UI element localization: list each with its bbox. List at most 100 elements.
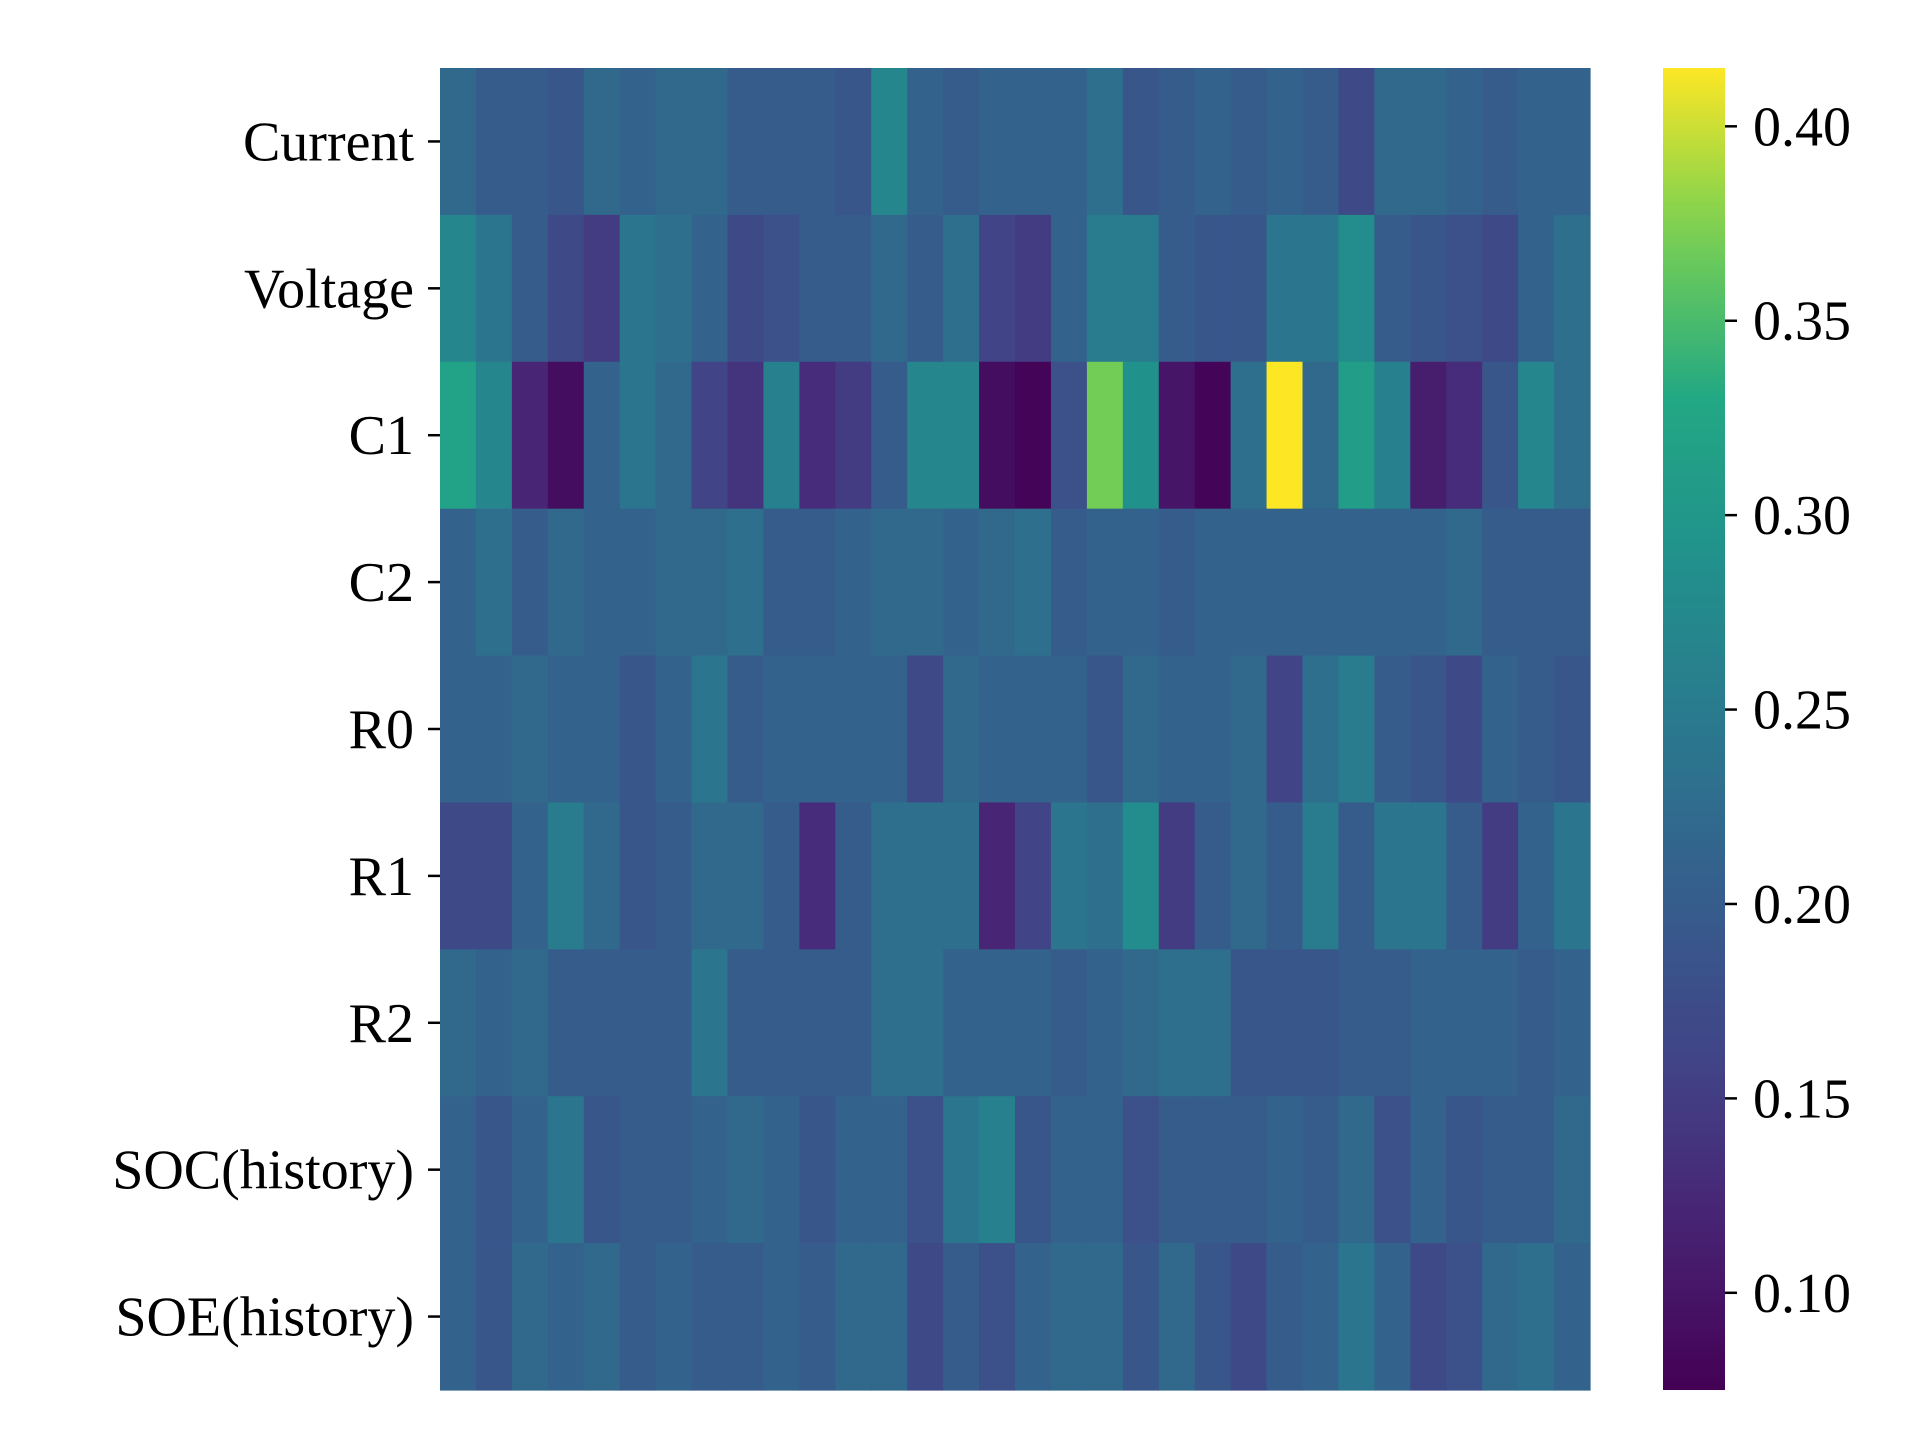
heatmap-cell xyxy=(1194,214,1232,363)
heatmap-cell xyxy=(1410,1243,1447,1391)
heatmap-cell xyxy=(799,655,836,804)
heatmap-cell xyxy=(547,655,585,804)
heatmap-cell xyxy=(691,508,729,657)
heatmap-cell xyxy=(1194,802,1232,950)
heatmap-cell xyxy=(547,508,585,657)
heatmap-cell xyxy=(691,949,729,1097)
heatmap-cell xyxy=(727,1096,765,1244)
heatmap-cell xyxy=(583,1243,621,1391)
heatmap-cell xyxy=(763,214,800,363)
heatmap-cell xyxy=(979,655,1016,804)
heatmap-cell xyxy=(1482,214,1519,363)
heatmap-cell xyxy=(1015,1243,1052,1391)
heatmap-cell xyxy=(440,949,477,1097)
heatmap-cell xyxy=(691,1096,729,1244)
heatmap-cell xyxy=(1446,508,1483,657)
heatmap-cell xyxy=(1015,655,1052,804)
heatmap-cell xyxy=(943,508,980,657)
heatmap-cell xyxy=(799,214,836,363)
row-label: R1 xyxy=(349,846,414,908)
heatmap-cell xyxy=(1122,214,1160,363)
heatmap-cell xyxy=(440,802,477,950)
heatmap-cell xyxy=(979,214,1016,363)
heatmap-cell xyxy=(1266,655,1304,804)
heatmap-cell xyxy=(943,1243,980,1391)
heatmap-cell xyxy=(1050,1096,1088,1244)
heatmap-cell xyxy=(835,802,872,950)
heatmap-cell xyxy=(1050,68,1088,216)
heatmap-cell xyxy=(1518,1096,1555,1244)
row-label: SOC(history) xyxy=(112,1140,414,1202)
heatmap-cell xyxy=(1122,508,1160,657)
heatmap-cell xyxy=(1338,802,1375,950)
heatmap-cell xyxy=(871,508,908,657)
heatmap-cell xyxy=(655,949,693,1097)
heatmap-cell xyxy=(1158,802,1196,950)
heatmap-cell xyxy=(1302,1243,1340,1391)
heatmap-cell xyxy=(1446,361,1483,510)
heatmap-cell xyxy=(1482,949,1519,1097)
heatmap-cell xyxy=(727,68,765,216)
heatmap-cell xyxy=(1086,214,1124,363)
heatmap-cell xyxy=(1518,949,1555,1097)
heatmap-cell xyxy=(1158,1243,1196,1391)
heatmap-cell xyxy=(1482,68,1519,216)
heatmap-cell xyxy=(835,1243,872,1391)
heatmap-cell xyxy=(763,508,800,657)
heatmap-cell xyxy=(475,1243,513,1391)
heatmap-cell xyxy=(943,361,980,510)
heatmap-cell xyxy=(511,361,549,510)
heatmap-cell xyxy=(1050,361,1088,510)
heatmap-cell xyxy=(1338,361,1375,510)
heatmap-cell xyxy=(583,508,621,657)
heatmap-cell xyxy=(547,361,585,510)
heatmap-cell xyxy=(1554,949,1591,1097)
heatmap-cell xyxy=(1302,508,1340,657)
heatmap-cell xyxy=(1554,1096,1591,1244)
heatmap-cell xyxy=(1194,949,1232,1097)
heatmap-cell xyxy=(1194,68,1232,216)
heatmap-cell xyxy=(1122,949,1160,1097)
heatmap-cell xyxy=(1338,1096,1375,1244)
heatmap-cell xyxy=(1374,508,1411,657)
heatmap-cell xyxy=(871,949,908,1097)
heatmap-cell xyxy=(799,68,836,216)
heatmap-cell xyxy=(979,361,1016,510)
heatmap-cell xyxy=(583,361,621,510)
heatmap-cell xyxy=(943,68,980,216)
heatmap-cell xyxy=(583,802,621,950)
heatmap-cell xyxy=(1374,1243,1411,1391)
heatmap-cell xyxy=(511,214,549,363)
heatmap-cell xyxy=(475,508,513,657)
heatmap-cell xyxy=(799,802,836,950)
heatmap-cell xyxy=(1374,655,1411,804)
heatmap-cell xyxy=(1086,361,1124,510)
heatmap-cell xyxy=(655,802,693,950)
heatmap-cell xyxy=(1050,214,1088,363)
heatmap-cell xyxy=(1482,1096,1519,1244)
heatmap-cell xyxy=(619,68,657,216)
heatmap-cell xyxy=(1015,214,1052,363)
heatmap-cell xyxy=(1158,655,1196,804)
heatmap-cell xyxy=(907,802,944,950)
heatmap-cell xyxy=(1518,655,1555,804)
heatmap-cell xyxy=(511,1096,549,1244)
heatmap-cell xyxy=(691,68,729,216)
heatmap-cell xyxy=(1338,508,1375,657)
heatmap-cell xyxy=(1266,1243,1304,1391)
heatmap-cell xyxy=(1554,214,1591,363)
colorbar-tick-label: 0.25 xyxy=(1753,680,1851,742)
row-label: C2 xyxy=(349,552,414,614)
heatmap-cell xyxy=(691,214,729,363)
heatmap-cell xyxy=(943,1096,980,1244)
heatmap-cell xyxy=(871,1096,908,1244)
heatmap-cell xyxy=(1086,508,1124,657)
heatmap-cell xyxy=(691,655,729,804)
heatmap-cell xyxy=(979,68,1016,216)
heatmap-cell xyxy=(1230,1096,1268,1244)
heatmap-cell xyxy=(943,949,980,1097)
heatmap-cell xyxy=(1410,361,1447,510)
heatmap-cell xyxy=(1410,508,1447,657)
heatmap-cell xyxy=(1158,361,1196,510)
